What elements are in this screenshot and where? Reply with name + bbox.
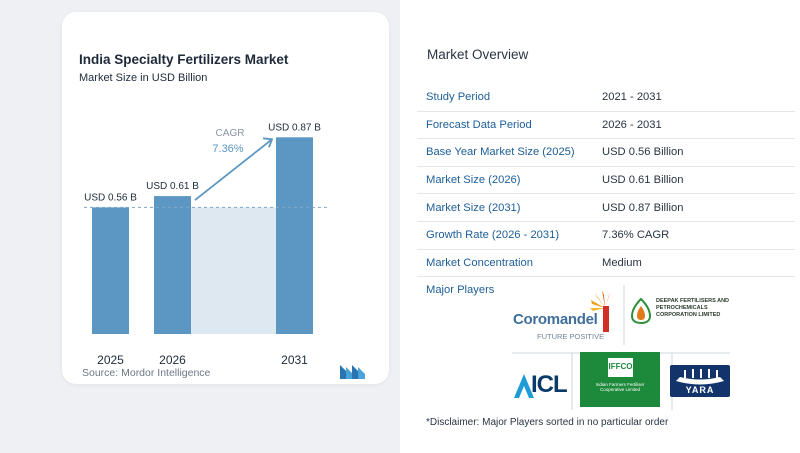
overview-row-label: Study Period: [426, 91, 491, 104]
icl-logo: ICL: [514, 371, 569, 402]
x-tick-label: 2026: [159, 353, 186, 367]
x-tick-label: 2031: [281, 353, 308, 367]
overview-table: Study Period 2021 - 2031 Forecast Data Per…: [417, 84, 795, 278]
coromandel-logo: Coromandel FUTURE POSITIVE: [513, 288, 623, 343]
overview-row-value: USD 0.87 Billion: [602, 201, 684, 214]
overview-row: Market Size (2026) USD 0.61 Billion: [417, 167, 795, 195]
overview-row-label: Base Year Market Size (2025): [426, 146, 575, 159]
bar-chart: USD 0.56 B USD 0.61 B USD 0.87 B 2025 2026 20…: [84, 122, 330, 367]
bar-2031: [276, 137, 313, 334]
bar-2025: [92, 207, 129, 334]
overview-panel: Market Overview Study Period 2021 - 2031 F…: [400, 0, 800, 453]
overview-row-label: Growth Rate (2026 - 2031): [426, 229, 560, 242]
overview-row: Base Year Market Size (2025) USD 0.56 Bil…: [417, 139, 795, 167]
source-note: Source: Mordor Intelligence: [82, 367, 211, 379]
bar-2026: [154, 196, 191, 334]
overview-title: Market Overview: [427, 47, 529, 62]
overview-row-label: Forecast Data Period: [426, 118, 532, 131]
overview-row: Growth Rate (2026 - 2031) 7.36% CAGR: [417, 222, 795, 250]
data-label: USD 0.61 B: [146, 181, 199, 192]
cagr-label: CAGR: [216, 128, 245, 139]
iffco-subtitle: Indian Farmers Fertiliser Cooperative Li…: [595, 382, 645, 392]
chart-subtitle: Market Size in USD Billion: [79, 72, 208, 84]
overview-row-value: USD 0.56 Billion: [602, 146, 684, 159]
deepak-logo: DEEPAK FERTILISERS AND PETROCHEMICALS CO…: [630, 296, 740, 336]
overview-row: Market Size (2031) USD 0.87 Billion: [417, 194, 795, 222]
iffco-logo: IFFCO Indian Farmers Fertiliser Cooperat…: [580, 352, 660, 407]
x-tick-label: 2025: [97, 353, 124, 367]
overview-row-value: Medium: [602, 256, 642, 269]
overview-row-value: 2026 - 2031: [602, 118, 662, 131]
overview-row: Forecast Data Period 2026 - 2031: [417, 112, 795, 140]
viking-ship-icon: [676, 369, 724, 385]
overview-row-label: Market Size (2026): [426, 174, 521, 187]
overview-row-label: Market Concentration: [426, 256, 533, 269]
overview-row-value: USD 0.61 Billion: [602, 174, 684, 187]
overview-row-label: Market Size (2031): [426, 201, 521, 214]
icl-name: ICL: [531, 371, 568, 398]
cagr-arrow: [194, 138, 273, 201]
coromandel-tagline: FUTURE POSITIVE: [537, 332, 605, 341]
yara-logo: YARA: [670, 365, 730, 397]
base-level-band: [191, 207, 276, 334]
overview-row-value: 2021 - 2031: [602, 91, 662, 104]
overview-row: Study Period 2021 - 2031: [417, 84, 795, 112]
disclaimer: *Disclaimer: Major Players sorted in no …: [426, 417, 669, 428]
chart-title: India Specialty Fertilizers Market: [79, 52, 289, 67]
mordor-intelligence-logo-icon: [340, 365, 365, 379]
yara-name: YARA: [685, 385, 715, 395]
iffco-name: IFFCO: [608, 362, 633, 371]
data-label: USD 0.87 B: [268, 122, 321, 133]
overview-row: Market Concentration Medium: [417, 250, 795, 278]
sunburst-icon: [590, 290, 610, 332]
iffco-badge: [608, 358, 633, 377]
deepak-name: DEEPAK FERTILISERS AND PETROCHEMICALS CO…: [656, 298, 730, 318]
coromandel-name: Coromandel: [513, 311, 598, 328]
overview-row-value: 7.36% CAGR: [602, 229, 670, 242]
cagr-value: 7.36%: [212, 143, 243, 155]
cagr-arrowhead: [262, 137, 274, 148]
major-players-label: Major Players: [426, 284, 495, 296]
chart-card: USD 0.56 B USD 0.61 B USD 0.87 B 2025 2026 20…: [62, 12, 389, 384]
data-label: USD 0.56 B: [84, 192, 137, 203]
